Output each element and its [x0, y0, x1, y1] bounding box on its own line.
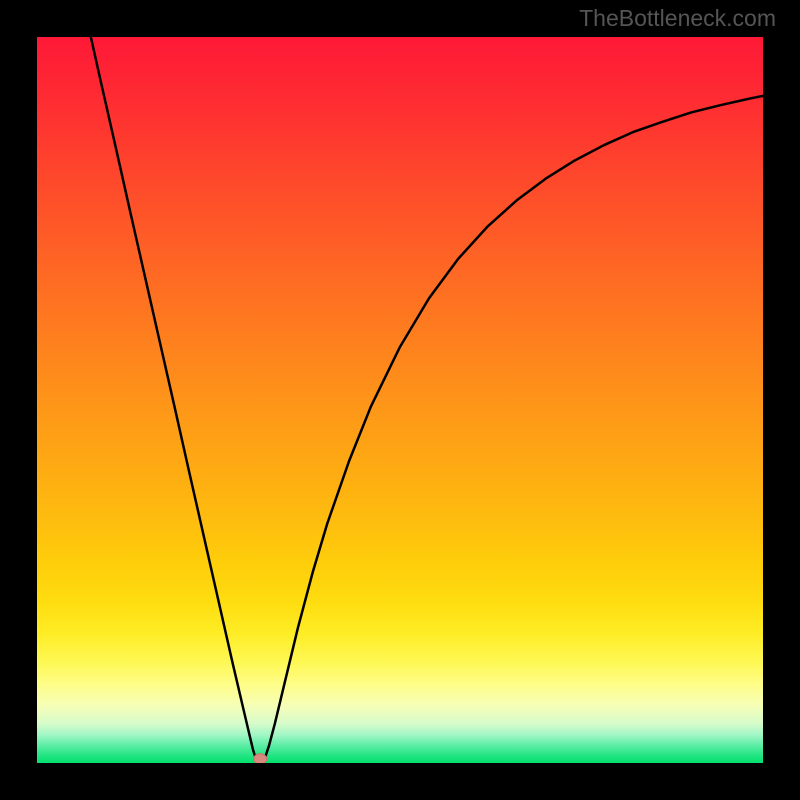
bottleneck-chart	[0, 0, 800, 800]
chart-background-gradient	[36, 36, 764, 764]
watermark-text: TheBottleneck.com	[579, 5, 776, 32]
minimum-marker	[254, 754, 267, 764]
